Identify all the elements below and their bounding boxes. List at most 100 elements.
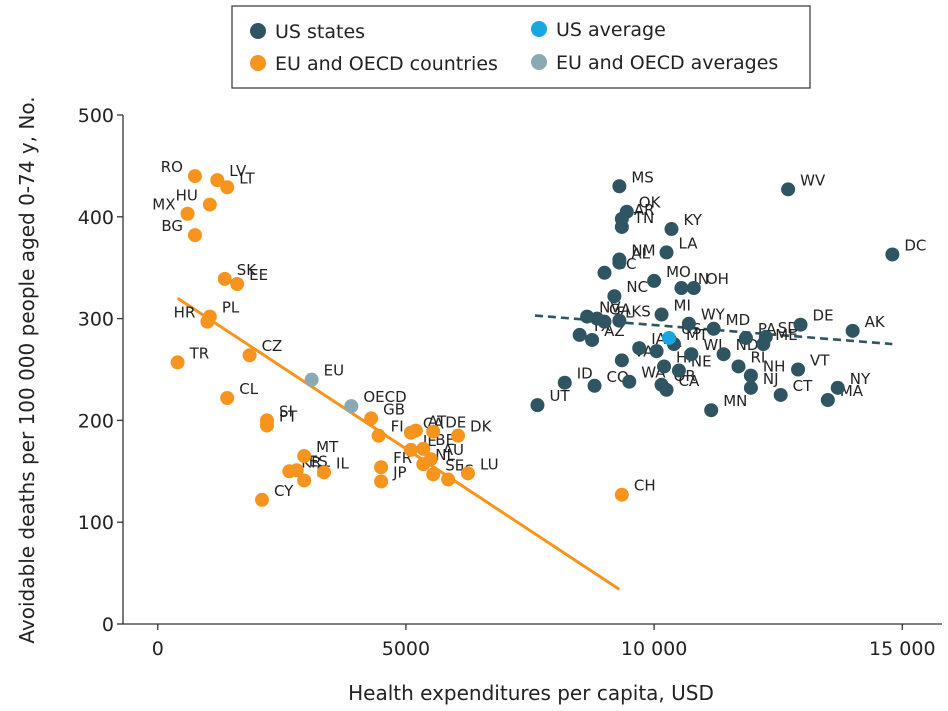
point-dc [885, 247, 900, 262]
label-jp: JP [392, 463, 406, 481]
label-mi: MI [674, 297, 691, 315]
point-ia [632, 341, 647, 356]
label-ee: EE [249, 266, 268, 284]
point-va [614, 353, 629, 368]
legend-label-countries: EU and OECD countries [275, 53, 498, 75]
point-hi [657, 359, 672, 374]
label-ms: MS [631, 168, 653, 186]
label-ok: OK [639, 194, 662, 212]
point-lu [460, 466, 475, 481]
label-fi: FI [391, 418, 404, 436]
label-bg: BG [161, 217, 183, 235]
label-eu: EU [324, 362, 344, 380]
label-oh: OH [706, 270, 729, 288]
point-mt [297, 449, 312, 464]
point-fl [597, 314, 612, 329]
label-nj: NJ [763, 370, 779, 388]
legend-marker-countries [250, 55, 266, 71]
label-lu: LU [480, 455, 499, 473]
label-sk: SK [237, 261, 258, 279]
point-gb [364, 411, 379, 426]
label-ri: RI [750, 348, 765, 366]
point-ca [659, 382, 674, 397]
point-hr [200, 314, 215, 329]
point-il [649, 344, 664, 359]
label-lt: LT [239, 169, 255, 187]
point-tx [572, 327, 587, 342]
point-ri [731, 359, 746, 374]
label-mx: MX [152, 196, 175, 214]
label-ar: AR [634, 201, 655, 219]
point-de [793, 317, 808, 332]
label-sd: SD [778, 319, 799, 337]
legend-label-averages: EU and OECD averages [556, 52, 778, 74]
point-se [426, 467, 441, 482]
point-nc [607, 289, 622, 304]
label-nh: NH [763, 358, 786, 376]
legend-marker-averages [531, 54, 547, 70]
y-tick-label: 200 [78, 410, 114, 432]
label-cy: CY [274, 482, 294, 500]
label-dk: DK [470, 418, 493, 436]
label-ma: MA [840, 382, 864, 400]
point-sc [597, 265, 612, 280]
x-tick-label: 15 000 [869, 638, 935, 660]
point-wi [684, 347, 699, 362]
label-cz: CZ [262, 337, 283, 355]
point-sk [217, 271, 232, 286]
label-pt: PT [279, 407, 298, 425]
legend-marker-us-states [250, 23, 266, 39]
label-la: LA [679, 234, 699, 252]
point-il [317, 465, 332, 480]
point-lv [210, 173, 225, 188]
trendline-countries [176, 296, 621, 591]
data-points [170, 169, 900, 507]
label-wv: WV [800, 171, 826, 189]
label-wi: WI [703, 336, 722, 354]
point-nh [743, 368, 758, 383]
point-ks [612, 313, 627, 328]
label-al: AL [631, 245, 650, 263]
point-mo [647, 273, 662, 288]
point-nl [416, 457, 431, 472]
label-il: IL [336, 454, 349, 472]
point-tr [170, 355, 185, 370]
x-tick-label: 0 [152, 638, 164, 660]
label-ca: CA [679, 372, 700, 390]
label-gb: GB [383, 400, 405, 418]
point-it [297, 473, 312, 488]
point-vt [791, 362, 806, 377]
point-fi [371, 428, 386, 443]
x-tick-label: 5000 [382, 638, 430, 660]
label-tr: TR [189, 344, 210, 362]
label-id: ID [577, 365, 593, 383]
label-mn: MN [723, 392, 747, 410]
label-pl: PL [222, 299, 240, 317]
point-lt [220, 180, 235, 195]
point-eu [304, 372, 319, 387]
point-be [416, 441, 431, 456]
x-axis-title: Health expenditures per capita, USD [348, 681, 714, 705]
label-oecd: OECD [363, 388, 406, 406]
point-pa [738, 330, 753, 345]
legend-marker-us-average [531, 21, 547, 37]
y-tick-label: 400 [78, 207, 114, 229]
y-tick-label: 100 [78, 512, 114, 534]
point-de [426, 424, 441, 439]
label-vt: VT [810, 352, 830, 370]
label-ks: KS [631, 303, 650, 321]
point-tn [614, 219, 629, 234]
label-tn: TN [633, 209, 654, 227]
label-cl: CL [239, 380, 258, 398]
label-ct: CT [793, 377, 813, 395]
point-cl [220, 391, 235, 406]
label-au: AU [443, 441, 464, 459]
point-ie [403, 442, 418, 457]
point-wv [781, 182, 796, 197]
point-ky [664, 222, 679, 237]
point-cy [254, 492, 269, 507]
label-se: SE [445, 456, 464, 474]
label-mo: MO [666, 263, 691, 281]
